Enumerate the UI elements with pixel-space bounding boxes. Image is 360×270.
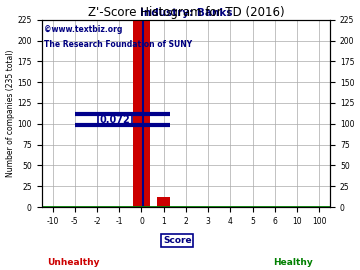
Text: Score: Score (163, 236, 192, 245)
Bar (132, 20, 150, 207)
Text: ©www.textbiz.org: ©www.textbiz.org (44, 25, 123, 34)
Y-axis label: Number of companies (235 total): Number of companies (235 total) (5, 50, 14, 177)
Text: Industry: Banks: Industry: Banks (140, 8, 232, 18)
Text: 0.072: 0.072 (99, 114, 130, 125)
Bar (157, 197, 170, 207)
Text: Healthy: Healthy (274, 258, 313, 267)
Text: The Research Foundation of SUNY: The Research Foundation of SUNY (44, 40, 193, 49)
Title: Z'-Score Histogram for TD (2016): Z'-Score Histogram for TD (2016) (87, 6, 284, 19)
Text: Unhealthy: Unhealthy (47, 258, 99, 267)
